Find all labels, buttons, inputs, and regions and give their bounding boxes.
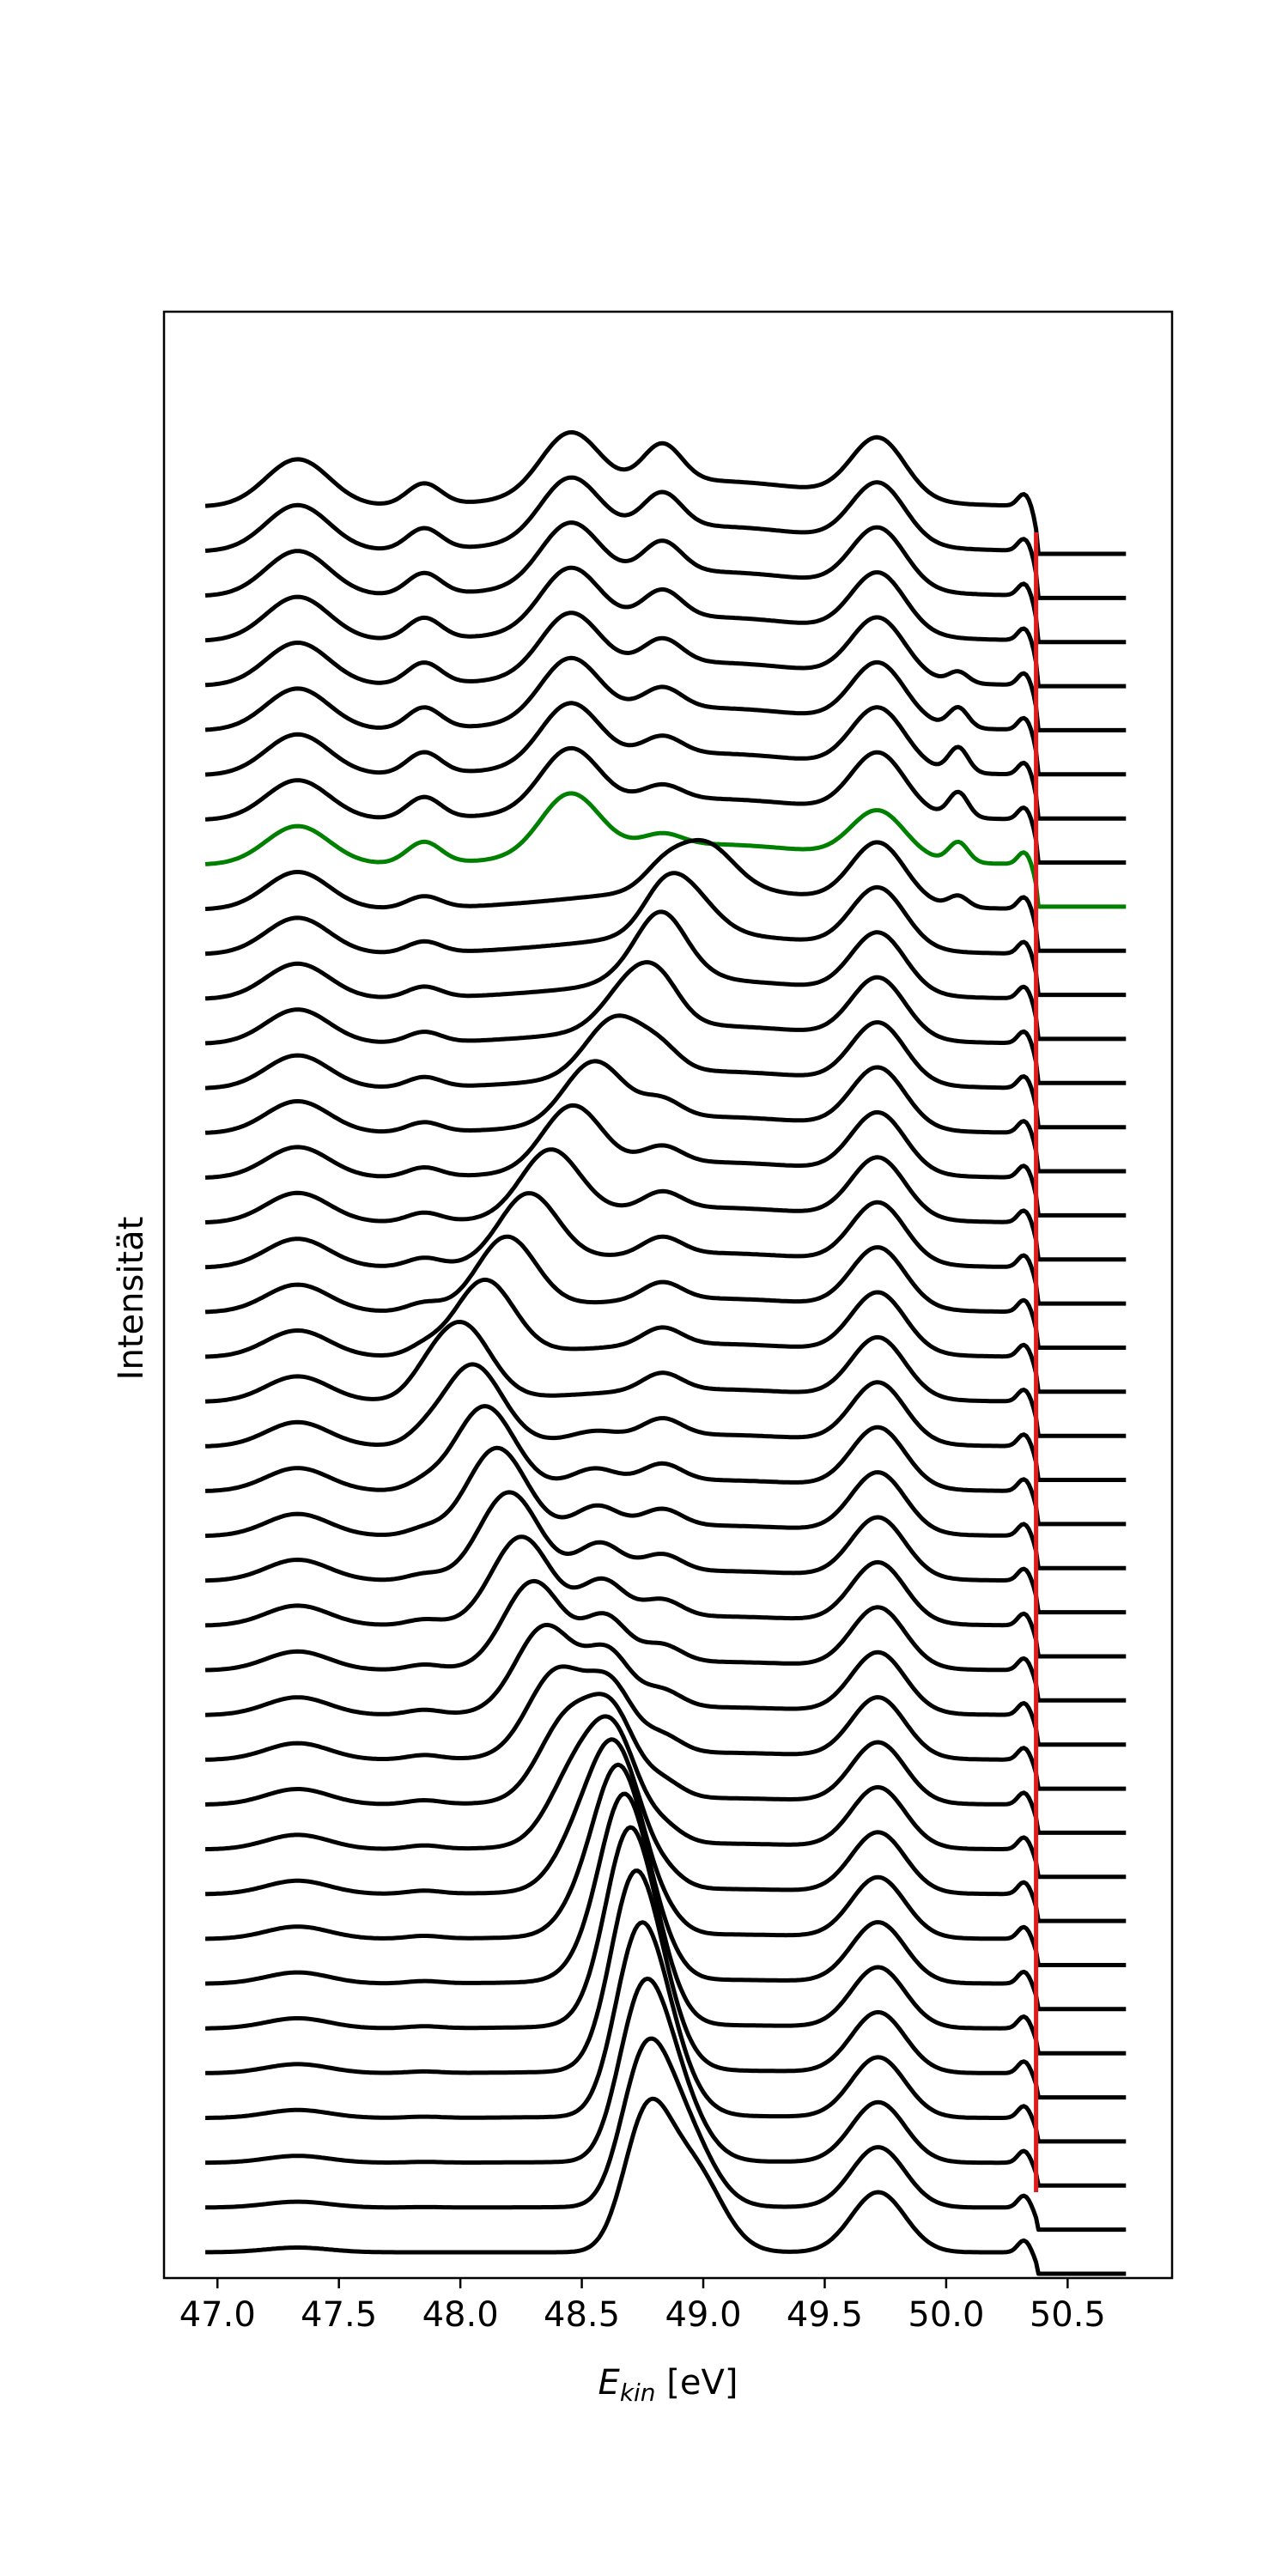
spectrum-trace xyxy=(205,1714,1127,1880)
x-tick-label: 48.5 xyxy=(544,2295,620,2335)
highlighted-spectrum-trace xyxy=(204,791,1127,909)
spectrum-trace xyxy=(205,1976,1127,2188)
spectrum-trace xyxy=(205,1103,1127,1218)
x-tick-label: 48.0 xyxy=(422,2295,499,2335)
spectrum-trace xyxy=(204,475,1127,600)
trace-group xyxy=(204,430,1127,2276)
x-axis-label: Ekin [eV] xyxy=(598,2363,738,2407)
plot-frame xyxy=(162,310,1174,2280)
x-tick-label: 50.5 xyxy=(1030,2295,1106,2335)
spectrum-trace xyxy=(205,1445,1127,1571)
y-axis-label: Intensität xyxy=(112,1217,151,1381)
spectrum-trace xyxy=(204,655,1127,777)
x-tick-label: 47.0 xyxy=(179,2295,256,2335)
spectrum-trace xyxy=(205,1490,1127,1615)
spectrum-trace xyxy=(205,1404,1127,1527)
x-tick-label: 50.0 xyxy=(908,2295,984,2335)
spectrum-trace xyxy=(205,1362,1127,1482)
spectrum-trace xyxy=(205,2036,1127,2233)
spectrum-trace xyxy=(204,430,1127,556)
spectrum-trace xyxy=(204,960,1127,1085)
x-axis-label-sub: kin xyxy=(620,2379,656,2407)
spectrum-trace xyxy=(205,1578,1127,1703)
spectrum-trace xyxy=(204,565,1127,689)
spectrum-trace xyxy=(204,611,1127,732)
x-tick-label: 49.0 xyxy=(665,2295,741,2335)
spectrum-trace xyxy=(205,1277,1127,1394)
spectrum-trace xyxy=(205,1534,1127,1659)
spectrum-trace xyxy=(205,1920,1127,2144)
spectrum-trace xyxy=(204,520,1127,645)
spectrum-trace xyxy=(204,701,1127,821)
spectrum-trace xyxy=(205,1664,1127,1791)
spectrum-trace xyxy=(205,1737,1127,1923)
spectrum-trace xyxy=(205,1825,1127,2056)
spectrum-trace xyxy=(205,1013,1127,1130)
spectrum-trace xyxy=(205,1622,1127,1747)
spectrum-trace xyxy=(205,1762,1127,1967)
spectrum-trace xyxy=(204,871,1127,998)
spectrum-trace xyxy=(205,837,1127,953)
spectrum-trace xyxy=(204,1234,1127,1350)
spectrum-trace xyxy=(205,1791,1127,2012)
spectrum-trace xyxy=(205,745,1127,865)
spectrum-trace xyxy=(205,1692,1127,1835)
x-axis-label-unit: [eV] xyxy=(656,2363,738,2403)
spectrum-trace xyxy=(205,2096,1127,2276)
x-tick-label: 49.5 xyxy=(787,2295,863,2335)
x-tick-label: 47.5 xyxy=(301,2295,377,2335)
spectrum-trace xyxy=(205,1320,1127,1438)
x-axis-ticks: 47.0 47.5 48.0 48.5 49.0 49.5 50.0 50.5 xyxy=(179,2278,1106,2335)
spectrum-trace xyxy=(205,1191,1127,1306)
spectrum-trace xyxy=(205,1868,1127,2100)
spectrum-trace xyxy=(204,1059,1127,1174)
spectrum-trace xyxy=(204,1147,1127,1262)
spectrum-trace xyxy=(205,909,1127,1042)
x-axis-label-main: E xyxy=(598,2363,621,2403)
